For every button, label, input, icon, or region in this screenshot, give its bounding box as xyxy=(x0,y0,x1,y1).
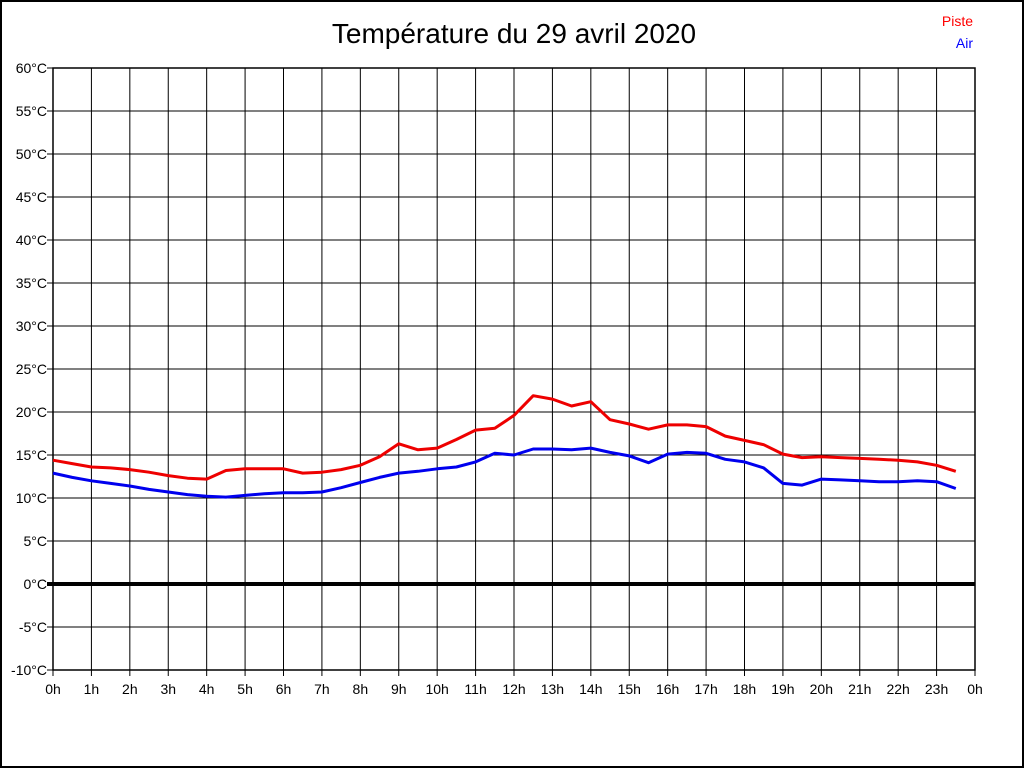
y-tick-label: 55°C xyxy=(16,103,47,119)
y-tick-label: -5°C xyxy=(19,619,47,635)
x-tick-label: 13h xyxy=(541,681,564,697)
x-tick-label: 23h xyxy=(925,681,948,697)
chart-title: Température du 29 avril 2020 xyxy=(331,18,697,49)
x-tick-label: 8h xyxy=(353,681,369,697)
x-tick-label: 6h xyxy=(276,681,292,697)
air-series-line xyxy=(52,446,957,499)
x-tick-label: 11h xyxy=(464,681,486,697)
x-tick-label: 21h xyxy=(848,681,871,697)
piste-series-line xyxy=(52,394,957,481)
x-tick-label: 10h xyxy=(425,681,448,697)
x-tick-label: 16h xyxy=(656,681,679,697)
x-tick-label: 0h xyxy=(967,681,983,697)
x-tick-label: 0h xyxy=(45,681,61,697)
y-tick-label: 10°C xyxy=(16,490,47,506)
x-tick-label: 17h xyxy=(694,681,717,697)
y-tick-label: 15°C xyxy=(16,447,47,463)
y-tick-label: 5°C xyxy=(24,533,48,549)
x-tick-label: 12h xyxy=(502,681,525,697)
y-tick-label: 30°C xyxy=(16,318,47,334)
legend-item-piste: Piste xyxy=(941,13,973,29)
x-tick-label: 9h xyxy=(391,681,407,697)
x-tick-label: 15h xyxy=(618,681,641,697)
x-tick-label: 5h xyxy=(237,681,253,697)
x-tick-label: 3h xyxy=(160,681,176,697)
y-tick-label: 50°C xyxy=(16,146,47,162)
y-tick-label: 0°C xyxy=(24,576,48,592)
x-tick-label: 4h xyxy=(199,681,215,697)
x-tick-label: 1h xyxy=(84,681,100,697)
x-tick-label: 19h xyxy=(771,681,794,697)
x-tick-label: 18h xyxy=(733,681,756,697)
y-tick-label: 35°C xyxy=(16,275,47,291)
legend-item-air: Air xyxy=(955,35,973,51)
y-tick-label: 45°C xyxy=(16,189,47,205)
x-tick-label: 7h xyxy=(314,681,330,697)
y-tick-label: 20°C xyxy=(16,404,47,420)
x-tick-label: 2h xyxy=(122,681,138,697)
y-tick-label: -10°C xyxy=(11,662,47,678)
plot-frame xyxy=(52,67,976,671)
x-tick-label: 14h xyxy=(579,681,602,697)
legend: Piste Air xyxy=(942,10,973,54)
y-tick-label: 60°C xyxy=(16,60,47,76)
y-tick-label: 40°C xyxy=(16,232,47,248)
x-tick-label: 20h xyxy=(810,681,833,697)
y-tick-label: 25°C xyxy=(16,361,47,377)
x-tick-label: 22h xyxy=(886,681,909,697)
